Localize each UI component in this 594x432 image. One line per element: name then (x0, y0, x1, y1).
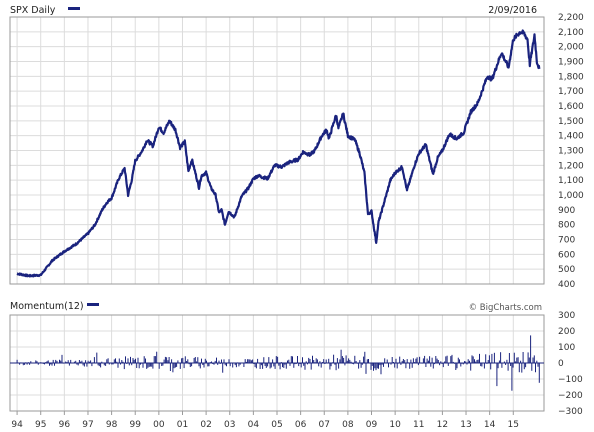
chart-date: 2/09/2016 (488, 5, 537, 16)
price-y-tick-label: 900 (558, 206, 575, 216)
price-y-tick-label: 2,200 (558, 13, 584, 23)
momentum-title: Momentum(12) (10, 301, 84, 312)
momentum-y-tick-label: −300 (558, 407, 583, 417)
x-tick-label: 01 (177, 420, 188, 430)
x-tick-label: 96 (59, 420, 71, 430)
x-tick-label: 07 (319, 420, 330, 430)
x-tick-label: 02 (200, 420, 211, 430)
x-tick-label: 94 (11, 420, 23, 430)
momentum-y-tick-label: 0 (558, 359, 564, 369)
momentum-bars (16, 335, 540, 391)
price-y-tick-label: 2,100 (558, 28, 584, 38)
price-y-tick-label: 1,300 (558, 147, 584, 157)
momentum-y-tick-label: 300 (558, 311, 575, 321)
price-y-tick-label: 1,200 (558, 161, 584, 171)
x-tick-label: 12 (437, 420, 448, 430)
x-tick-label: 15 (508, 420, 519, 430)
x-tick-label: 06 (295, 420, 307, 430)
price-y-tick-label: 600 (558, 250, 575, 260)
momentum-y-tick-label: 100 (558, 343, 575, 353)
x-tick-label: 99 (130, 420, 142, 430)
x-tick-label: 10 (389, 420, 401, 430)
price-y-tick-label: 1,100 (558, 176, 584, 186)
chart-title: SPX Daily (10, 5, 56, 16)
price-y-tick-label: 1,900 (558, 58, 584, 68)
price-y-tick-label: 500 (558, 265, 575, 275)
title-legend-swatch (68, 7, 80, 10)
x-tick-label: 03 (224, 420, 235, 430)
price-y-tick-label: 1,000 (558, 191, 584, 201)
x-tick-label: 08 (342, 420, 354, 430)
x-axis: 94 95 96 97 98 99 00 01 02 03 04 05 06 07 08 09 10 11 12 13… (11, 411, 519, 430)
price-y-tick-label: 1,700 (558, 87, 584, 97)
x-tick-label: 14 (484, 420, 496, 430)
x-tick-label: 04 (248, 420, 260, 430)
price-y-tick-label: 2,000 (558, 43, 584, 53)
x-tick-label: 98 (106, 420, 118, 430)
momentum-y-axis: 300 200 100 0 −100 −200 −300 (558, 311, 583, 417)
price-y-tick-label: 1,800 (558, 72, 584, 82)
price-grid (10, 16, 544, 285)
price-y-tick-label: 700 (558, 236, 575, 246)
x-tick-label: 00 (153, 420, 165, 430)
x-tick-label: 97 (82, 420, 93, 430)
chart-credit: © BigCharts.com (469, 303, 542, 313)
x-tick-label: 09 (366, 420, 378, 430)
price-y-tick-label: 1,500 (558, 117, 584, 127)
momentum-legend-swatch (87, 303, 99, 306)
price-y-axis: 2,200 2,100 2,000 1,900 1,800 1,700 1,600 1,500… (558, 13, 584, 290)
momentum-y-tick-label: −100 (558, 375, 583, 385)
x-tick-label: 13 (460, 420, 471, 430)
momentum-y-tick-label: 200 (558, 327, 575, 337)
x-tick-label: 11 (413, 420, 424, 430)
momentum-y-tick-label: −200 (558, 391, 583, 401)
price-y-tick-label: 1,400 (558, 132, 584, 142)
x-tick-label: 95 (35, 420, 46, 430)
price-series-line (16, 29, 541, 278)
price-panel-frame (9, 16, 545, 285)
x-tick-label: 05 (271, 420, 282, 430)
price-y-tick-label: 800 (558, 221, 575, 231)
price-y-tick-label: 1,600 (558, 102, 584, 112)
price-y-tick-label: 400 (558, 280, 575, 290)
